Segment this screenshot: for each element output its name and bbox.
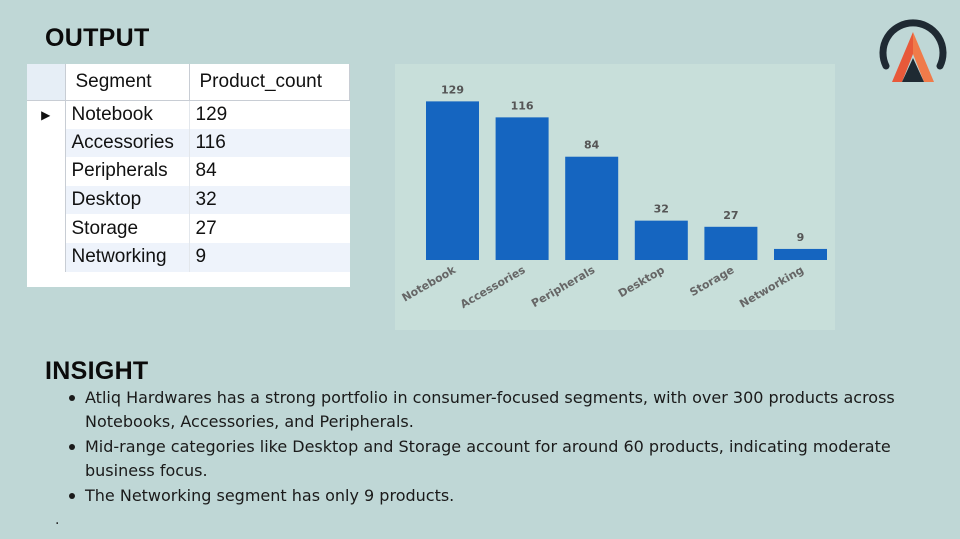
bar-peripherals [565,156,619,260]
insight-item: Mid-range categories like Desktop and St… [65,435,925,483]
row-selector[interactable] [27,214,66,243]
table-row[interactable]: Accessories 116 [27,128,350,158]
row-selector-header[interactable] [27,64,66,101]
row-selector[interactable] [27,242,66,272]
table-row[interactable]: Peripherals 84 [27,157,350,186]
table-row[interactable]: Networking 9 [27,242,350,272]
product-count-cell[interactable]: 84 [195,160,217,182]
product-count-cell[interactable]: 116 [189,128,350,158]
x-tick-label: Networking [737,263,806,310]
result-grid: Segment Product_count ▶ Notebook 129 Acc… [27,64,350,287]
product-count-cell[interactable]: 32 [189,185,350,215]
insight-list: Atliq Hardwares has a strong portfolio i… [65,386,925,509]
output-heading: OUTPUT [45,24,150,52]
data-label: 27 [723,209,738,222]
product-count-cell[interactable]: 9 [189,242,350,272]
row-selector[interactable]: ▶ [27,100,66,129]
column-header-segment[interactable]: Segment [65,64,190,101]
x-tick-label: Notebook [400,263,459,304]
x-tick-label: Peripherals [529,263,597,310]
grid-header-row: Segment Product_count [27,64,350,101]
data-label: 129 [441,83,464,96]
bar-desktop [634,220,688,260]
bar-notebook [426,101,479,260]
table-row[interactable]: ▶ Notebook 129 [27,100,350,129]
product-count-cell[interactable]: 27 [195,217,217,239]
column-header-product-count[interactable]: Product_count [189,64,350,101]
insight-heading: INSIGHT [45,357,149,385]
product-count-cell[interactable]: 129 [195,103,228,125]
segment-cell[interactable]: Accessories [65,128,190,158]
insight-item: The Networking segment has only 9 produc… [65,484,925,508]
bar-networking [774,248,827,260]
x-tick-label: Accessories [458,263,528,311]
insight-item: Atliq Hardwares has a strong portfolio i… [65,386,925,434]
data-label: 116 [511,99,534,112]
segment-cell[interactable]: Storage [65,214,190,243]
segment-cell[interactable]: Networking [65,242,190,272]
row-selector[interactable] [27,185,66,215]
segment-cell[interactable]: Desktop [65,185,190,215]
segment-cell[interactable]: Notebook [65,100,190,129]
atliq-logo-icon [879,19,947,82]
row-selector[interactable] [27,128,66,158]
data-label: 32 [654,203,669,216]
footer-mark: . [55,512,60,528]
x-tick-label: Storage [688,263,737,299]
triangle-right-icon: ▶ [41,107,51,122]
row-selector[interactable] [27,157,66,186]
segment-cell[interactable]: Peripherals [65,157,190,186]
x-tick-label: Desktop [616,263,667,300]
data-label: 84 [584,139,600,152]
bar-storage [704,226,758,260]
table-row[interactable]: Storage 27 [27,214,350,243]
bar-accessories [495,117,549,260]
bar-chart-svg: 129 Notebook 116 Accessories 84 Peripherals 32… [400,83,827,311]
table-row[interactable]: Desktop 32 [27,185,350,215]
segment-bar-chart: 129 Notebook 116 Accessories 84 Peripherals 32… [395,64,835,330]
data-label: 9 [797,231,805,244]
